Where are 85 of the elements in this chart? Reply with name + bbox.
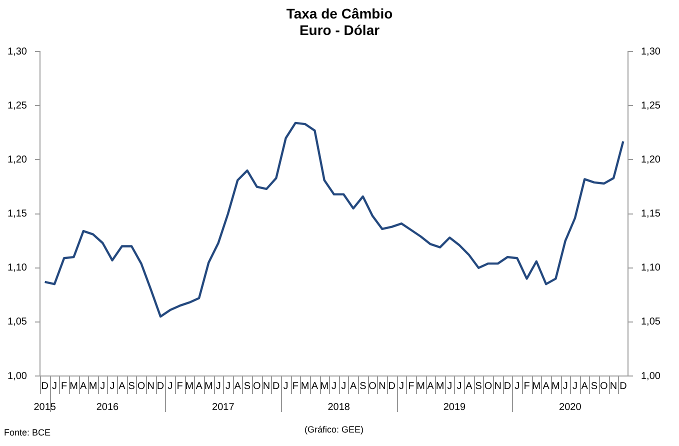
x-tick-label: M [320, 380, 329, 392]
x-tick-label: O [368, 380, 377, 392]
x-tick-label: O [484, 380, 492, 392]
chart-subtitle: Euro - Dólar [299, 22, 380, 38]
x-tick-label: J [52, 380, 57, 392]
x-tick-label: O [600, 380, 608, 392]
text: 2018 [328, 402, 350, 413]
y2-tick-label: 1,25 [641, 100, 661, 112]
x-tick-label: J [562, 380, 568, 392]
x-tick-label: D [620, 380, 627, 392]
x-tick-label: J [100, 380, 106, 392]
x-tick-label: J [514, 380, 520, 392]
x-tick-label: M [416, 380, 425, 392]
chart-title: Taxa de Câmbio [286, 5, 393, 22]
x-tick-label: N [378, 380, 386, 392]
x-tick-label: J [398, 380, 404, 392]
x-tick-label: A [234, 380, 242, 392]
x-tick-label: F [292, 380, 298, 392]
x-tick-label: S [128, 380, 136, 392]
text: 2020 [559, 402, 582, 413]
y2-tick-label: 1,00 [641, 370, 661, 382]
y2-tick-label: 1,30 [641, 46, 661, 58]
x-tick-label: F [524, 380, 530, 392]
x-tick-label: M [436, 380, 444, 392]
x-tick-label: O [252, 380, 261, 392]
x-tick-label: M [70, 380, 78, 392]
y-tick-label: 1,25 [8, 100, 28, 112]
y2-tick-label: 1,15 [641, 208, 661, 220]
x-tick-label: A [350, 380, 357, 392]
y2-tick-label: 1,10 [641, 262, 661, 274]
x-tick-label: J [216, 380, 221, 392]
y2-tick-label: 1,20 [641, 154, 661, 166]
x-tick-label: J [572, 380, 578, 392]
y2-tick-label: 1,05 [641, 316, 661, 328]
x-tick-label: N [147, 380, 154, 392]
x-tick-label: M [532, 380, 541, 392]
x-tick-label: S [590, 380, 598, 392]
x-tick-label: D [156, 380, 164, 392]
x-tick-label: A [80, 380, 88, 392]
source-note: Fonte: BCE [4, 427, 51, 438]
y-tick-label: 1,10 [8, 262, 28, 274]
y-tick-label: 1,00 [8, 370, 28, 382]
y-tick-label: 1,20 [8, 154, 28, 166]
x-tick-label: J [225, 380, 230, 392]
x-tick-label: N [262, 380, 270, 392]
y-tick-label: 1,30 [8, 46, 28, 58]
x-tick-label: J [110, 380, 115, 392]
x-tick-label: F [61, 380, 68, 392]
y-tick-label: 1,15 [8, 208, 28, 220]
x-tick-label: N [610, 380, 618, 392]
x-tick-label: D [41, 380, 48, 392]
x-tick-label: F [408, 380, 414, 392]
x-tick-label: S [244, 380, 251, 392]
x-tick-label: M [300, 380, 310, 392]
text: 2016 [96, 402, 120, 413]
x-tick-label: J [341, 380, 346, 392]
x-tick-label: J [168, 380, 173, 392]
x-tick-label: A [466, 380, 473, 392]
x-tick-label: J [283, 380, 288, 392]
x-tick-label: M [185, 380, 194, 392]
x-tick-label: M [204, 380, 213, 392]
x-tick-label: A [581, 380, 588, 392]
x-tick-label: O [137, 380, 146, 392]
x-tick-label: J [332, 380, 336, 392]
x-tick-label: A [311, 380, 318, 392]
x-tick-label: J [456, 380, 462, 392]
x-tick-label: M [552, 380, 560, 392]
x-tick-label: J [447, 380, 452, 392]
x-tick-label: N [494, 380, 502, 392]
x-tick-label: S [360, 380, 367, 392]
text: 2019 [443, 402, 466, 413]
x-tick-label: M [88, 380, 98, 392]
x-tick-label: D [272, 380, 280, 392]
x-tick-label: A [118, 380, 126, 392]
x-tick-label: A [196, 380, 203, 392]
text: 2015 [34, 402, 56, 413]
x-tick-label: D [388, 380, 396, 392]
text: (Gráfico: GEE) [304, 424, 364, 434]
x-tick-label: S [475, 380, 482, 392]
y-tick-label: 1,05 [8, 316, 28, 328]
x-tick-label: D [504, 380, 512, 392]
x-tick-label: A [542, 380, 550, 392]
x-tick-label: A [427, 380, 434, 392]
x-tick-label: F [176, 380, 183, 392]
text: 2017 [212, 402, 235, 413]
